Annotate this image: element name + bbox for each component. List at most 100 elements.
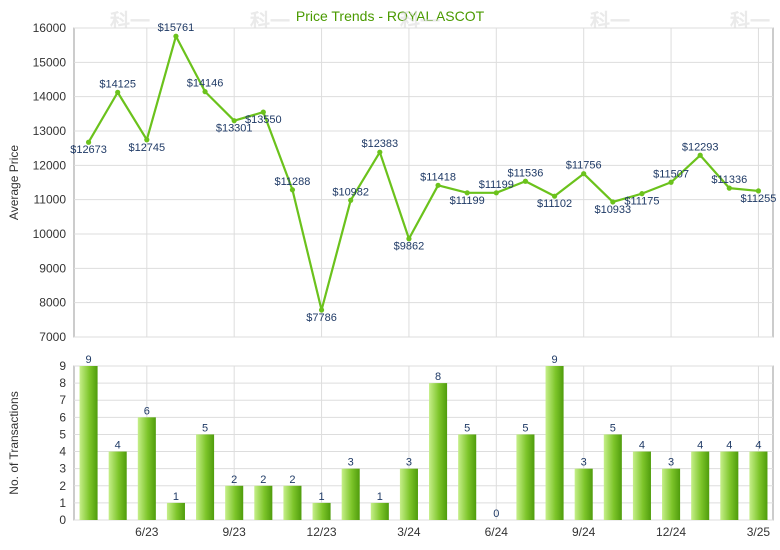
tx-y-tick-label: 8 xyxy=(59,376,66,390)
price-data-label: $14125 xyxy=(99,78,136,90)
price-y-tick-label: 7000 xyxy=(39,330,66,344)
price-data-point xyxy=(144,137,150,143)
tx-bar-value-label: 3 xyxy=(668,457,674,469)
price-data-point xyxy=(318,307,325,313)
price-data-label: $14146 xyxy=(187,78,224,90)
tx-bar-value-label: 3 xyxy=(348,457,354,469)
price-data-label: $11336 xyxy=(711,174,747,186)
tx-bar-value-label: 1 xyxy=(173,491,179,503)
price-y-tick-label: 13000 xyxy=(33,124,67,138)
price-data-point xyxy=(231,118,237,124)
tx-bar-value-label: 4 xyxy=(115,440,121,452)
price-data-point xyxy=(115,89,121,95)
x-tick-label: 12/24 xyxy=(656,525,686,539)
price-data-point xyxy=(610,199,616,205)
x-tick-label: 3/25 xyxy=(747,525,771,539)
price-data-point xyxy=(522,178,529,184)
tx-plot-area xyxy=(73,365,774,521)
tx-bar xyxy=(429,383,448,520)
price-series-line xyxy=(87,35,759,312)
price-data-point xyxy=(435,182,441,188)
price-y-tick-label: 9000 xyxy=(39,261,66,275)
tx-bar-value-label: 4 xyxy=(755,440,761,452)
x-tick-label: 12/23 xyxy=(307,525,337,539)
tx-bar xyxy=(312,502,331,520)
tx-bar xyxy=(720,451,739,520)
price-data-label: $9862 xyxy=(394,241,425,253)
tx-bar xyxy=(399,468,418,520)
tx-bar xyxy=(225,485,244,520)
price-y-tick-label: 11000 xyxy=(34,193,67,207)
price-plot-area xyxy=(73,27,774,338)
tx-bar xyxy=(691,451,710,520)
transactions-chart: 0 1 2 3 4 5 6 7 8 9 No. of Transactions 9 4 6 1 5 2 2 2 1 3 1… xyxy=(7,354,774,539)
price-data-label: $11199 xyxy=(479,179,514,191)
x-tick-label: 9/24 xyxy=(572,525,596,539)
tx-bar xyxy=(283,485,302,520)
price-data-label: $11418 xyxy=(420,171,456,183)
price-data-point xyxy=(173,33,179,39)
price-data-point xyxy=(289,187,296,193)
price-data-label: $11507 xyxy=(653,168,689,180)
price-data-label: $11255 xyxy=(740,193,776,205)
price-data-label: $13550 xyxy=(245,114,282,126)
price-y-tick-label: 10000 xyxy=(33,227,67,241)
price-data-label: $15761 xyxy=(158,22,195,34)
tx-bar-value-label: 2 xyxy=(260,474,266,486)
tx-y-tick-label: 7 xyxy=(59,393,66,407)
tx-bar-value-label: 6 xyxy=(144,405,150,417)
tx-y-tick-label: 2 xyxy=(59,479,66,493)
price-data-label: $12293 xyxy=(682,141,719,153)
tx-bar-value-label: 2 xyxy=(231,474,237,486)
tx-bar-value-label: 3 xyxy=(406,457,412,469)
price-data-label: $11288 xyxy=(274,176,310,188)
tx-bar-value-label: 3 xyxy=(581,457,587,469)
x-tick-label: 6/23 xyxy=(135,525,159,539)
tx-bar-value-label: 9 xyxy=(86,354,92,366)
tx-bar xyxy=(545,366,564,520)
price-y-tick-label: 14000 xyxy=(33,90,67,104)
price-data-point xyxy=(581,171,587,177)
tx-bar xyxy=(108,451,127,520)
price-data-point xyxy=(697,152,703,158)
tx-bar-value-label: 2 xyxy=(289,474,295,486)
price-data-label: $11199 xyxy=(450,195,485,207)
x-tick-label: 6/24 xyxy=(485,525,509,539)
tx-y-tick-label: 5 xyxy=(59,427,66,441)
tx-bar-value-label: 4 xyxy=(697,440,703,452)
price-data-label: $11102 xyxy=(537,198,572,210)
price-data-label: $13301 xyxy=(216,123,253,135)
price-data-point xyxy=(260,109,266,115)
price-data-point xyxy=(464,190,470,196)
tx-y-tick-label: 9 xyxy=(59,359,66,373)
price-data-point xyxy=(202,89,208,95)
tx-bar-value-label: 4 xyxy=(639,440,645,452)
tx-bar-value-label: 1 xyxy=(319,491,325,503)
price-data-label: $11756 xyxy=(566,160,602,172)
price-data-point xyxy=(726,185,732,191)
price-data-label: $10933 xyxy=(594,204,631,216)
price-data-point xyxy=(493,190,499,196)
tx-bar xyxy=(632,451,651,520)
price-data-point xyxy=(668,179,674,185)
tx-bar-value-label: 5 xyxy=(202,422,208,434)
price-y-tick-label: 12000 xyxy=(33,158,67,172)
price-y-tick-label: 15000 xyxy=(33,55,67,69)
price-data-label: $12673 xyxy=(70,144,107,156)
tx-bar xyxy=(254,485,273,520)
tx-bar-value-label: 9 xyxy=(552,354,558,366)
tx-bar-value-label: 8 xyxy=(435,371,441,383)
tx-bar-value-label: 4 xyxy=(726,440,732,452)
price-data-label: $11175 xyxy=(624,196,659,208)
price-data-label: $12383 xyxy=(361,138,398,150)
tx-bar xyxy=(516,434,535,520)
tx-bar xyxy=(574,468,593,520)
tx-bar xyxy=(603,434,622,520)
price-data-point xyxy=(348,197,354,203)
price-y-axis-label: Average Price xyxy=(7,145,21,220)
tx-bar xyxy=(370,502,389,520)
price-data-point xyxy=(85,139,92,145)
price-data-point xyxy=(639,191,645,197)
price-data-point xyxy=(377,149,383,155)
